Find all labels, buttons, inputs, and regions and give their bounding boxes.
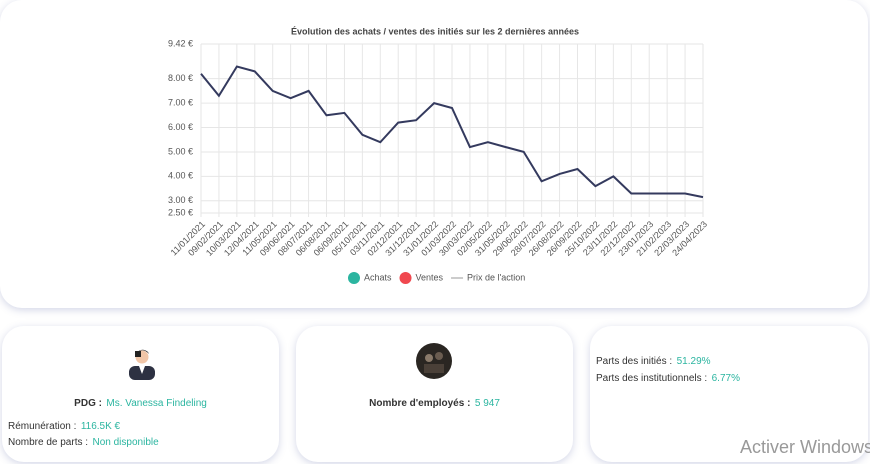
- value: 5 947: [474, 398, 500, 409]
- value: Ms. Vanessa Findeling: [106, 398, 207, 409]
- ceo-line: PDG : Ms. Vanessa Findeling: [2, 393, 279, 411]
- value: 51.29%: [676, 356, 711, 367]
- legend-label: Ventes: [416, 272, 444, 282]
- label: PDG :: [74, 398, 102, 409]
- y-tick-label: 3.00 €: [168, 195, 193, 205]
- ceo-card: PDG : Ms. Vanessa Findeling Rémunération…: [2, 326, 279, 462]
- legend-marker: [399, 272, 412, 284]
- label: Nombre de parts :: [8, 437, 89, 448]
- legend-label: Prix de l'action: [467, 272, 525, 282]
- shares-line: Nombre de parts : Non disponible: [8, 432, 159, 450]
- chart: Évolution des achats / ventes des initié…: [168, 26, 709, 284]
- label: Parts des institutionnels :: [596, 373, 708, 384]
- y-tick-label: 7.00 €: [168, 97, 193, 107]
- institutions-line: Parts des institutionnels : 6.77%: [596, 368, 740, 386]
- label: Rémunération :: [8, 421, 77, 432]
- employees-line: Nombre d'employés : 5 947: [296, 393, 573, 411]
- legend-label: Achats: [364, 272, 392, 282]
- y-tick-label: 6.00 €: [168, 122, 193, 132]
- label: Parts des initiés :: [596, 356, 673, 367]
- price-line: [200, 65, 704, 199]
- label: Nombre d'employés :: [369, 398, 471, 409]
- ownership-card: Parts des initiés : 51.29% Parts des ins…: [590, 326, 868, 462]
- employees-card: Nombre d'employés : 5 947: [296, 326, 573, 462]
- watermark: Activer Windows: [740, 437, 870, 457]
- y-tick-label: 4.00 €: [168, 171, 193, 181]
- pay-line: Rémunération : 116.5K €: [8, 416, 120, 434]
- legend-marker: [348, 272, 360, 284]
- y-tick-label: 9.42 €: [168, 38, 193, 48]
- avatar: [123, 343, 161, 381]
- value: 116.5K €: [80, 421, 121, 432]
- y-tick-label: 8.00 €: [168, 73, 193, 83]
- y-tick-label: 2.50 €: [168, 207, 193, 217]
- insiders-line: Parts des initiés : 51.29%: [596, 351, 711, 369]
- value: 6.77%: [711, 373, 740, 384]
- chart-title: Évolution des achats / ventes des initié…: [291, 26, 579, 36]
- y-tick-label: 5.00 €: [168, 146, 193, 156]
- chart-card: Évolution des achats / ventes des initié…: [167, 26, 710, 284]
- logo: [416, 343, 452, 379]
- value: Non disponible: [92, 437, 159, 448]
